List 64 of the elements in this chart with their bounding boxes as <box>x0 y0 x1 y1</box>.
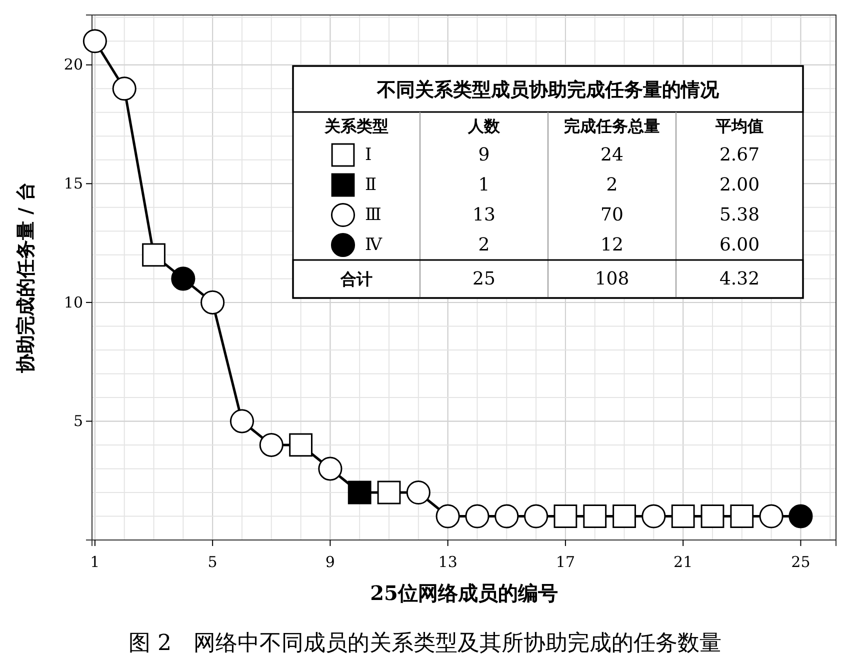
point <box>377 480 401 504</box>
point <box>259 432 284 457</box>
point <box>112 76 136 101</box>
annotation: 108 <box>594 268 630 290</box>
point <box>494 504 519 528</box>
point <box>171 266 196 291</box>
annotation: 13 <box>472 204 496 226</box>
point <box>671 504 695 528</box>
annotation: 不同关系类型成员协助完成任务量的情况 <box>376 79 720 101</box>
text: 图 2 网络中不同成员的关系类型及其所协助完成的任务数量 <box>128 631 722 656</box>
annotation: 合计 <box>340 270 372 288</box>
point <box>406 480 430 504</box>
x-tick-label: 13 <box>438 553 458 571</box>
annotation: 5.38 <box>719 204 760 226</box>
point <box>465 504 490 528</box>
point <box>554 504 578 528</box>
x-tick-label: 9 <box>325 553 335 571</box>
point <box>142 243 166 267</box>
point <box>759 504 784 528</box>
point <box>436 504 460 528</box>
annotation: 2 <box>478 234 490 256</box>
x-axis-title: 25位网络成员的编号 <box>370 581 558 605</box>
legend-label: Ⅲ <box>365 205 382 225</box>
point <box>583 504 607 528</box>
annotation: 2.00 <box>719 174 760 196</box>
annotation: 12 <box>600 234 624 256</box>
point <box>82 29 107 54</box>
annotation: 24 <box>600 144 624 166</box>
annotation: 平均值 <box>714 116 764 136</box>
annotation: 2 <box>606 174 618 196</box>
annotation: 25 <box>472 268 496 290</box>
point <box>318 456 342 481</box>
point <box>200 290 225 314</box>
x-tick-label: 1 <box>90 553 100 571</box>
point <box>700 504 724 528</box>
legend-label: Ⅱ <box>365 175 377 195</box>
annotation: 4.32 <box>719 268 760 290</box>
point <box>524 504 548 528</box>
annotation: 9 <box>478 144 490 166</box>
annotation: 6.00 <box>719 234 760 256</box>
annotation: 2.67 <box>719 144 760 166</box>
point <box>730 504 754 528</box>
y-tick-label: 20 <box>64 56 83 74</box>
point <box>289 433 312 457</box>
point <box>612 504 636 528</box>
y-axis-title: 协助完成的任务量 / 台 <box>15 182 37 374</box>
y-tick-label: 5 <box>73 412 83 430</box>
point <box>788 504 813 528</box>
point <box>230 409 254 434</box>
y-tick-label: 15 <box>64 174 83 192</box>
x-tick-label: 5 <box>208 553 218 571</box>
annotation: 完成任务总量 <box>564 116 660 136</box>
point <box>348 480 372 504</box>
annotation: 人数 <box>467 116 501 136</box>
y-tick-label: 10 <box>64 293 83 312</box>
annotation: 1 <box>478 174 490 196</box>
legend-label: Ⅳ <box>365 235 383 255</box>
x-tick-label: 17 <box>556 553 575 571</box>
x-tick-label: 21 <box>674 553 693 571</box>
point <box>642 504 666 528</box>
annotation: 70 <box>600 204 624 226</box>
annotation: 关系类型 <box>324 116 388 136</box>
legend-label: Ⅰ <box>365 145 372 165</box>
x-tick-label: 25 <box>791 553 810 571</box>
